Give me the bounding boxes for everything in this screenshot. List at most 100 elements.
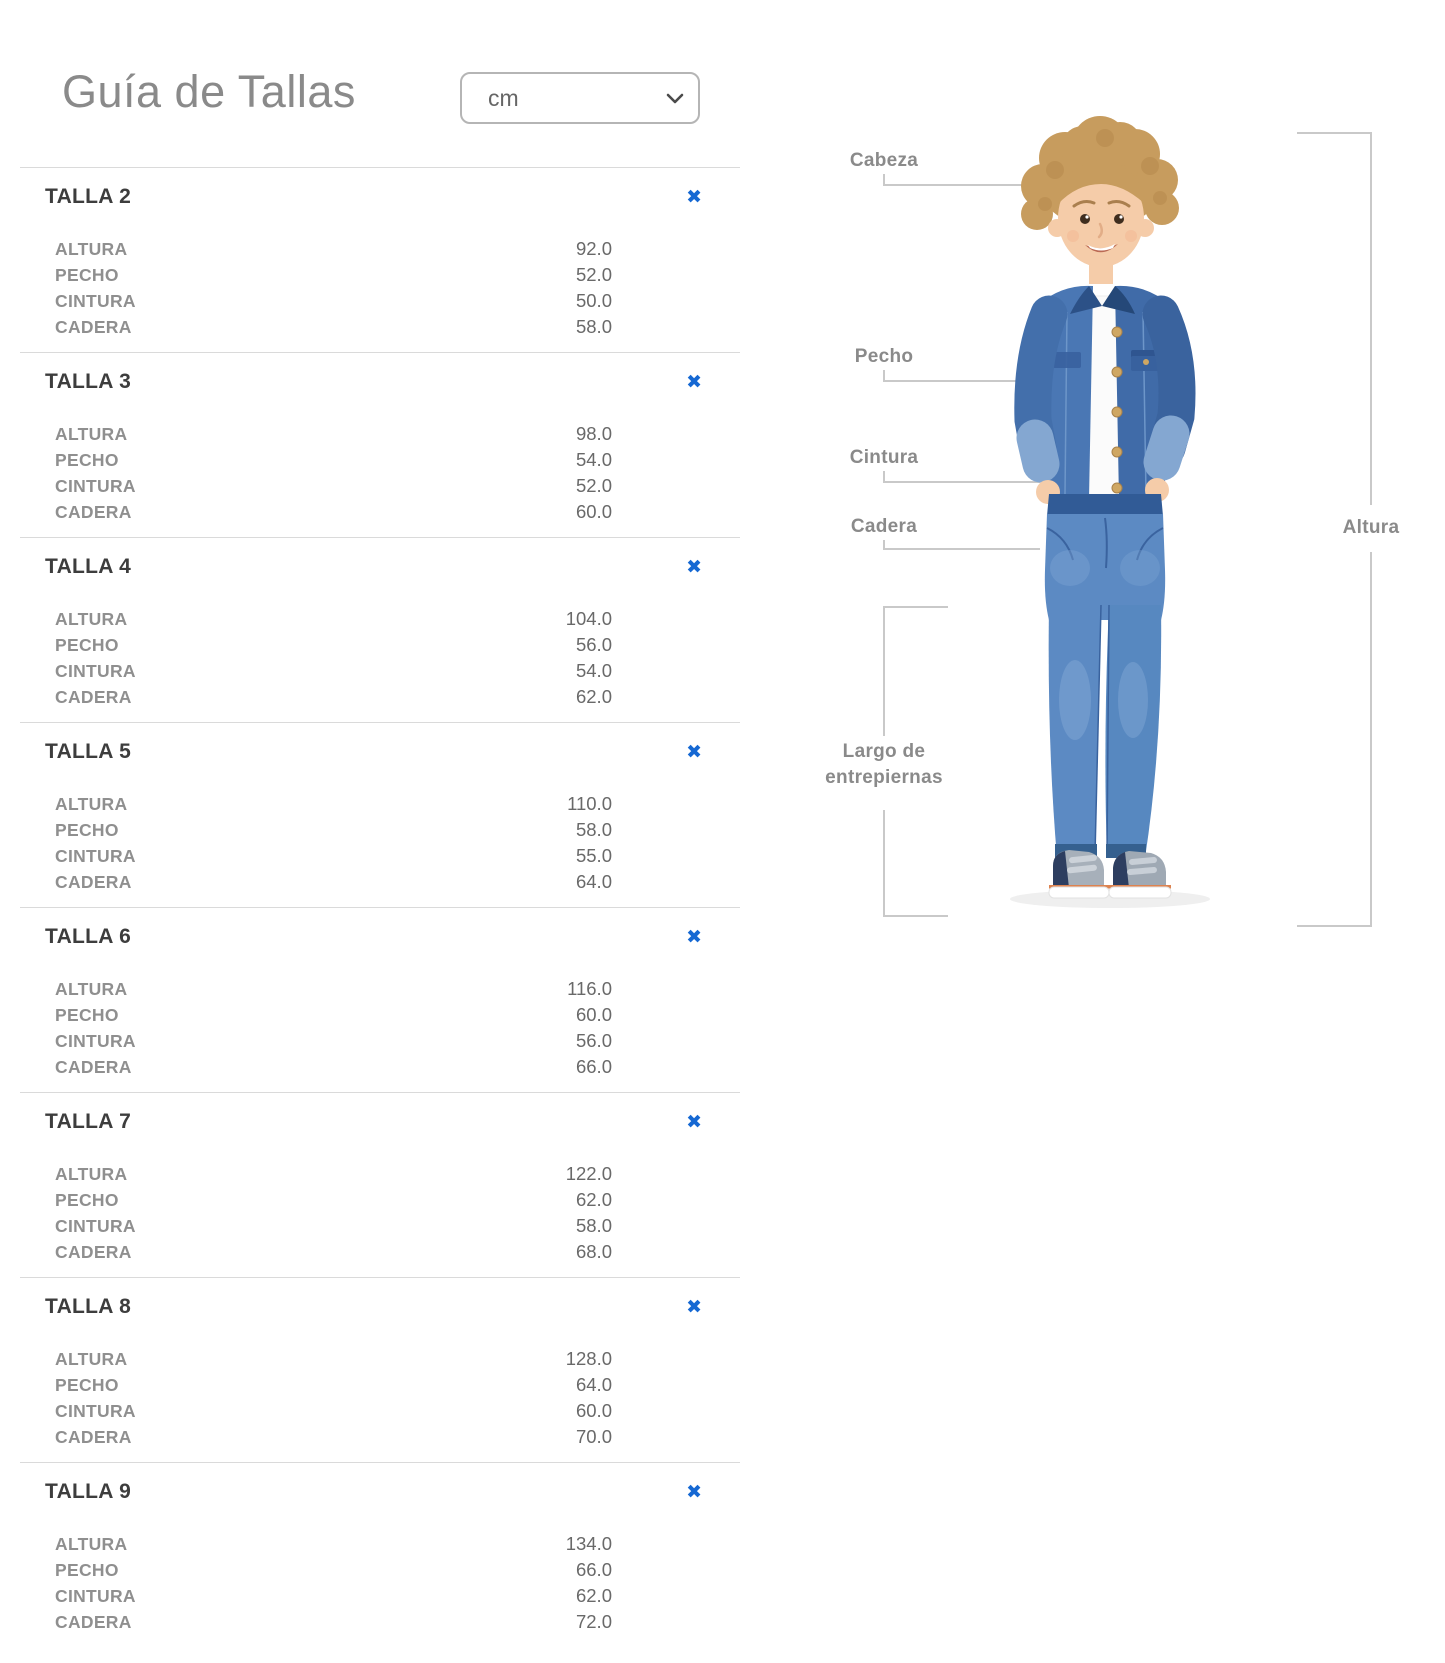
measure-label: CADERA: [55, 871, 132, 892]
measure-label: ALTURA: [55, 978, 128, 999]
measure-value: 98.0: [575, 423, 612, 444]
pecho-label: Pecho: [854, 346, 914, 367]
close-icon[interactable]: ✖: [686, 371, 702, 393]
measure-row: CINTURA 52.0: [55, 473, 612, 499]
measure-row: PECHO 64.0: [55, 1372, 612, 1398]
cabeza-pointer-tick: [883, 174, 885, 186]
measure-row: PECHO 56.0: [55, 632, 612, 658]
size-section: TALLA 3 ✖ ALTURA 98.0 PECHO 54.0 CINTURA 52.0…: [20, 352, 740, 537]
measure-value: 64.0: [575, 1374, 612, 1395]
measure-row: CINTURA 55.0: [55, 843, 612, 869]
measure-label: ALTURA: [55, 1533, 128, 1554]
measure-label: CINTURA: [55, 1400, 136, 1421]
altura-label: Altura: [1342, 517, 1400, 538]
cintura-pointer-tick: [883, 471, 885, 483]
cintura-pointer-line: [884, 481, 1040, 483]
size-section: TALLA 8 ✖ ALTURA 128.0 PECHO 64.0 CINTURA 60.…: [20, 1277, 740, 1462]
pecho-pointer-tick: [883, 370, 885, 382]
measure-value: 54.0: [575, 660, 612, 681]
close-icon[interactable]: ✖: [686, 1111, 702, 1133]
size-section-header: TALLA 2 ✖: [20, 186, 740, 208]
measure-label: CINTURA: [55, 1030, 136, 1051]
measure-label: PECHO: [55, 1374, 119, 1395]
measure-value: 92.0: [575, 238, 612, 259]
close-icon[interactable]: ✖: [686, 1481, 702, 1503]
altura-line-lower: [1370, 552, 1372, 927]
measure-row: PECHO 66.0: [55, 1557, 612, 1583]
measure-label: PECHO: [55, 1559, 119, 1580]
measure-row: ALTURA 104.0: [55, 606, 612, 632]
measurement-rows: ALTURA 92.0 PECHO 52.0 CINTURA 50.0 CADERA 58.0: [55, 236, 612, 340]
size-title: TALLA 9: [45, 1480, 132, 1503]
measure-row: CINTURA 56.0: [55, 1028, 612, 1054]
measure-row: ALTURA 98.0: [55, 421, 612, 447]
close-icon[interactable]: ✖: [686, 186, 702, 208]
child-model-photo: [1010, 116, 1210, 908]
size-section-header: TALLA 3 ✖: [20, 371, 740, 393]
measure-row: CADERA 62.0: [55, 684, 612, 710]
close-icon[interactable]: ✖: [686, 741, 702, 763]
measure-value: 58.0: [575, 316, 612, 337]
measure-label: CINTURA: [55, 290, 136, 311]
measure-label: ALTURA: [55, 238, 128, 259]
measure-value: 128.0: [565, 1348, 612, 1369]
measure-label: CADERA: [55, 1611, 132, 1632]
measure-row: PECHO 60.0: [55, 1002, 612, 1028]
measure-row: ALTURA 134.0: [55, 1531, 612, 1557]
measure-label: CINTURA: [55, 1215, 136, 1236]
size-section-header: TALLA 4 ✖: [20, 556, 740, 578]
cadera-label: Cadera: [850, 516, 918, 537]
measure-row: CADERA 70.0: [55, 1424, 612, 1450]
close-icon[interactable]: ✖: [686, 1296, 702, 1318]
measure-label: CADERA: [55, 686, 132, 707]
size-section: TALLA 5 ✖ ALTURA 110.0 PECHO 58.0 CINTURA 55.…: [20, 722, 740, 907]
measure-value: 66.0: [575, 1056, 612, 1077]
measure-value: 52.0: [575, 264, 612, 285]
largo-bracket-lower: [883, 810, 885, 917]
measure-row: CADERA 68.0: [55, 1239, 612, 1265]
size-section: TALLA 7 ✖ ALTURA 122.0 PECHO 62.0 CINTURA 58.…: [20, 1092, 740, 1277]
measure-value: 62.0: [575, 1585, 612, 1606]
measure-row: ALTURA 110.0: [55, 791, 612, 817]
size-section-header: TALLA 9 ✖: [20, 1481, 740, 1503]
measure-label: CADERA: [55, 1426, 132, 1447]
measure-value: 64.0: [575, 871, 612, 892]
measure-row: PECHO 52.0: [55, 262, 612, 288]
close-icon[interactable]: ✖: [686, 556, 702, 578]
figure-panel: Cabeza Pecho Cintura Cadera Largo de ent…: [760, 0, 1445, 1000]
measurement-rows: ALTURA 104.0 PECHO 56.0 CINTURA 54.0 CADERA 62.…: [55, 606, 612, 710]
size-guide-header: Guía de Tallas cm: [20, 0, 740, 167]
measure-row: CINTURA 50.0: [55, 288, 612, 314]
measure-label: CADERA: [55, 1056, 132, 1077]
measure-row: CINTURA 60.0: [55, 1398, 612, 1424]
size-section: TALLA 2 ✖ ALTURA 92.0 PECHO 52.0 CINTURA 50.0…: [20, 167, 740, 352]
measure-value: 116.0: [567, 978, 612, 999]
measurement-rows: ALTURA 128.0 PECHO 64.0 CINTURA 60.0 CADERA 70.…: [55, 1346, 612, 1450]
measure-value: 60.0: [575, 1400, 612, 1421]
measure-row: ALTURA 116.0: [55, 976, 612, 1002]
measure-label: ALTURA: [55, 793, 128, 814]
measure-row: CINTURA 54.0: [55, 658, 612, 684]
measure-value: 58.0: [575, 819, 612, 840]
measure-row: PECHO 54.0: [55, 447, 612, 473]
measure-label: PECHO: [55, 819, 119, 840]
measure-value: 50.0: [575, 290, 612, 311]
page-title: Guía de Tallas: [62, 66, 356, 117]
measure-value: 60.0: [575, 1004, 612, 1025]
measure-value: 62.0: [575, 1189, 612, 1210]
size-title: TALLA 2: [45, 185, 132, 208]
measure-value: 70.0: [575, 1426, 612, 1447]
pecho-pointer-line: [884, 380, 1040, 382]
measure-label: CADERA: [55, 1241, 132, 1262]
size-title: TALLA 6: [45, 925, 132, 948]
size-title: TALLA 8: [45, 1295, 132, 1318]
altura-line-upper: [1370, 132, 1372, 505]
size-guide-panel: Guía de Tallas cm TALLA 2 ✖ ALTURA 92.0 PE…: [20, 0, 740, 1663]
close-icon[interactable]: ✖: [686, 926, 702, 948]
unit-select-wrap: cm: [460, 72, 700, 124]
measure-label: PECHO: [55, 1004, 119, 1025]
size-section: TALLA 9 ✖ ALTURA 134.0 PECHO 66.0 CINTURA 62.…: [20, 1462, 740, 1663]
measure-value: 58.0: [575, 1215, 612, 1236]
unit-select[interactable]: cm: [460, 72, 700, 124]
measure-value: 52.0: [575, 475, 612, 496]
